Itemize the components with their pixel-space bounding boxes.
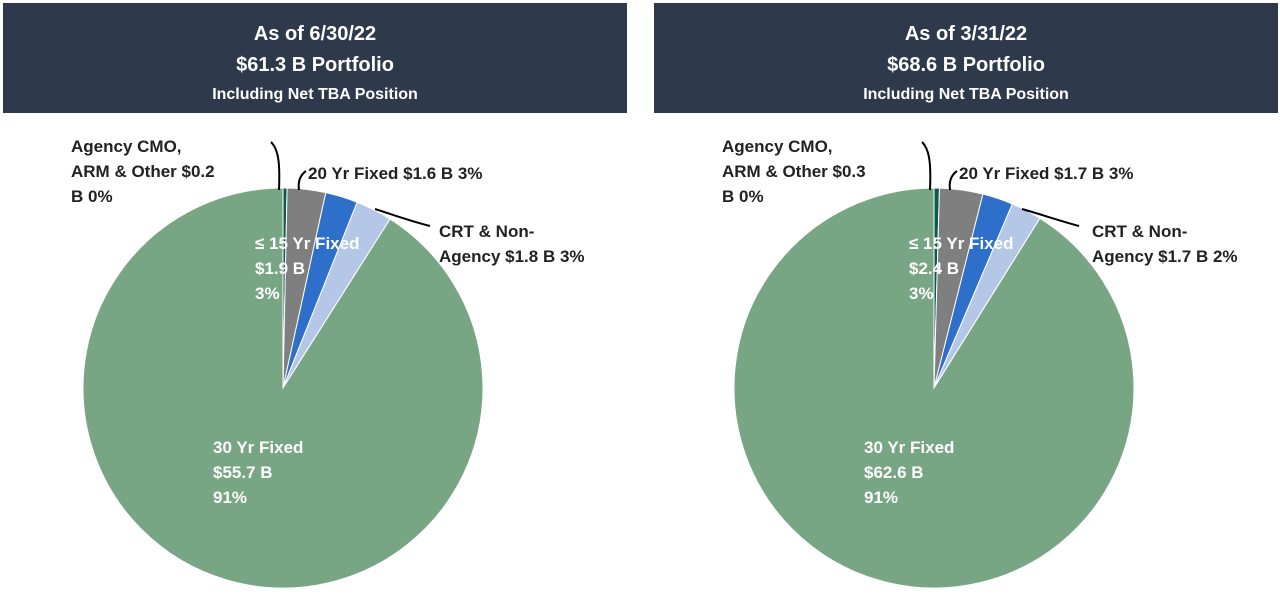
leader-line-agency: [921, 141, 932, 191]
label-20yr: 20 Yr Fixed $1.7 B 3%: [959, 164, 1134, 183]
label-15yr: ≤ 15 Yr Fixed $2.4 B 3%: [909, 234, 1018, 303]
header-portfolio: $61.3 B Portfolio: [236, 54, 394, 76]
leader-line-20yr: [297, 170, 307, 191]
label-agency: Agency CMO, ARM & Other $0.3 B 0%: [722, 137, 870, 206]
pie-chart: Agency CMO, ARM & Other $0.2 B 0% ≤ 15 Y…: [71, 137, 585, 589]
chart-panel-1: As of 3/31/22 $68.6 B Portfolio Includin…: [654, 0, 1278, 599]
header-portfolio: $68.6 B Portfolio: [887, 54, 1045, 76]
pie-slices: [82, 187, 484, 589]
leader-line-crt: [374, 208, 431, 227]
label-crt: CRT & Non- Agency $1.7 B 2%: [1092, 222, 1238, 266]
label-20yr: 20 Yr Fixed $1.6 B 3%: [308, 164, 483, 183]
leader-line-agency: [270, 141, 281, 191]
chart-panel-0: As of 6/30/22 $61.3 B Portfolio Includin…: [3, 0, 627, 599]
slice-30yr-fixed: [733, 187, 1135, 589]
label-30yr: 30 Yr Fixed $62.6 B 91%: [864, 438, 959, 507]
leader-line-20yr: [948, 170, 958, 191]
pie-slices: [733, 187, 1135, 589]
header-date: As of 6/30/22: [253, 23, 377, 45]
label-crt: CRT & Non- Agency $1.8 B 3%: [439, 222, 585, 266]
header-date: As of 3/31/22: [904, 23, 1028, 45]
chart-header: As of 3/31/22 $68.6 B Portfolio Includin…: [654, 3, 1278, 113]
pie-chart: Agency CMO, ARM & Other $0.3 B 0% ≤ 15 Y…: [722, 137, 1238, 589]
label-agency: Agency CMO, ARM & Other $0.2 B 0%: [71, 137, 219, 206]
label-30yr: 30 Yr Fixed $55.7 B 91%: [213, 438, 308, 507]
label-15yr: ≤ 15 Yr Fixed $1.9 B 3%: [255, 234, 364, 303]
chart-header: As of 6/30/22 $61.3 B Portfolio Includin…: [3, 3, 627, 113]
slice-30yr-fixed: [82, 187, 484, 589]
leader-line-crt: [1021, 208, 1080, 227]
header-note: Including Net TBA Position: [863, 86, 1069, 103]
header-note: Including Net TBA Position: [212, 86, 418, 103]
